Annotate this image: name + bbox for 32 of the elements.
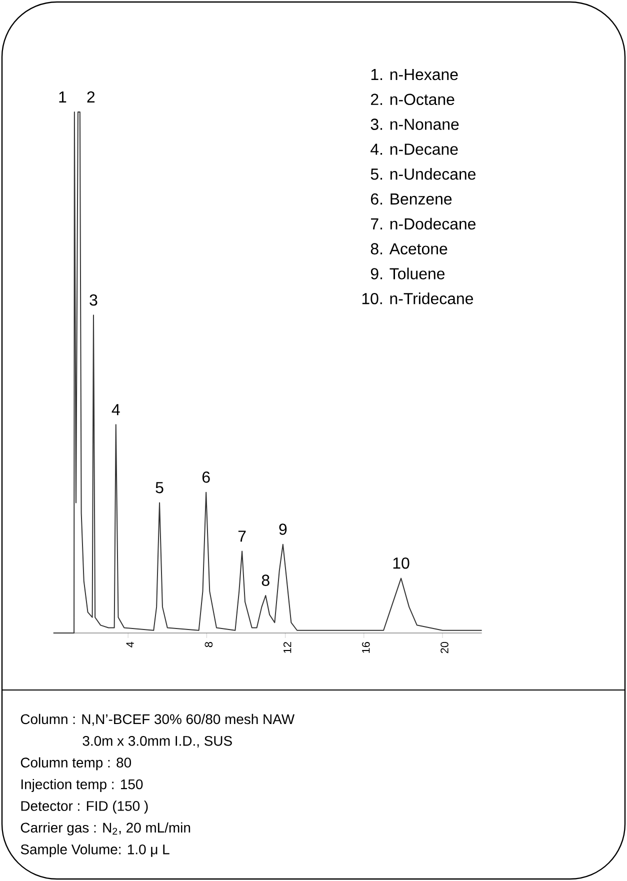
annotation: 5. n-Undecane (370, 168, 476, 180)
text: 1. n-Hexane (371, 69, 458, 80)
text: 3.0m x 3.0mm I.D., SUS (82, 736, 232, 748)
annotation: 4. n-Decane (370, 144, 458, 155)
annotation: 9. Toluene (370, 268, 445, 280)
annotation: 4 (112, 404, 120, 416)
text: Injection temp : 150 (21, 778, 143, 792)
text: Column : N,N’-BCEF 30% 60/80 mesh NAW (20, 714, 295, 726)
annotation: 2 (87, 91, 95, 102)
annotation: 8. Acetone (370, 243, 448, 254)
x-tick-label: 4 (126, 642, 134, 648)
annotation: 1 (59, 92, 66, 102)
annotation: 7. n-Dodecane (371, 218, 476, 230)
annotation: 10. n-Tridecane (362, 292, 474, 304)
annotation: 3 (90, 294, 98, 306)
x-tick-label: 16 (362, 642, 370, 653)
annotation: 10 (393, 557, 410, 569)
text: Sample Volume: 1.0 μ L (20, 844, 170, 858)
annotation: 5 (156, 482, 164, 494)
text: 2. n-Octane (370, 94, 454, 106)
x-tick-label: 20 (440, 642, 448, 654)
annotation: 6 (202, 472, 210, 483)
annotation: 6. Benzene (371, 193, 452, 205)
text: Carrier gas : N$_{2}$, 20 mL/min (20, 822, 190, 836)
annotation: 9 (279, 524, 287, 535)
x-tick-label: 8 (204, 642, 213, 648)
annotation: 8 (262, 574, 270, 586)
annotation: 3. n-Nonane (370, 118, 459, 130)
x-tick-label: 12 (283, 642, 292, 653)
annotation: 7 (238, 530, 246, 542)
text: Detector : FID (150 ) (21, 800, 148, 814)
text: Column temp : 80 (20, 757, 132, 770)
